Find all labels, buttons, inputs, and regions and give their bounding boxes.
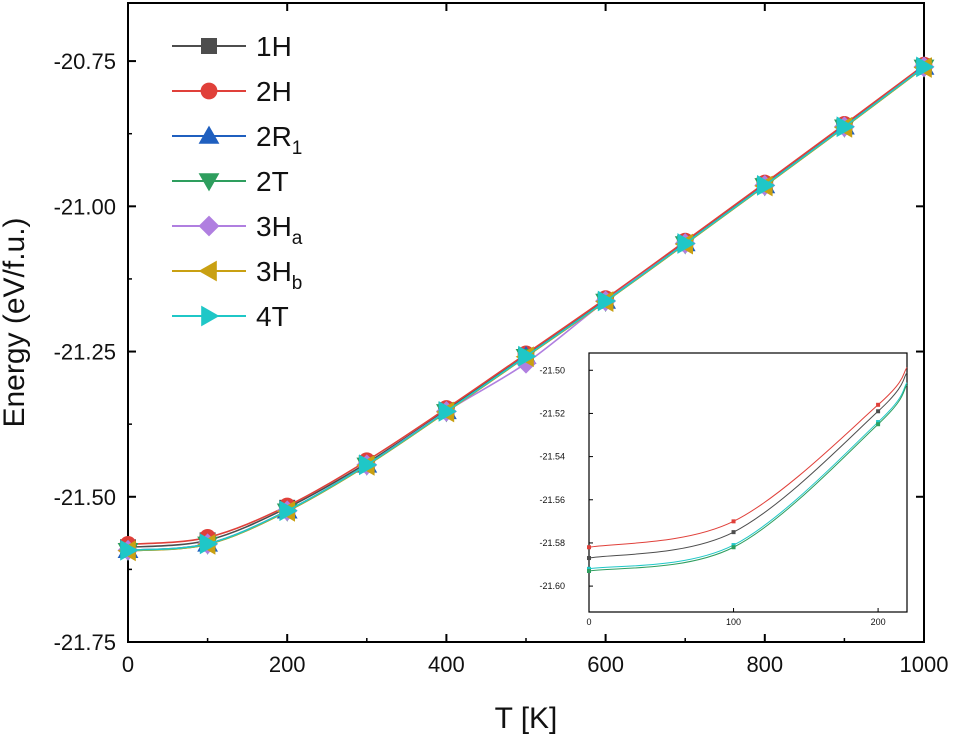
inset-series-1H: [587, 372, 908, 561]
legend-label-main: 3H: [256, 256, 292, 287]
inset-x-tick-label: 0: [586, 617, 591, 627]
legend-label-main: 4T: [256, 301, 289, 332]
legend-marker: [200, 82, 218, 100]
x-tick-label: 800: [746, 652, 783, 677]
legend-marker: [198, 125, 220, 144]
x-tick-label: 200: [269, 652, 306, 677]
data-point-4T: [677, 233, 696, 254]
inset-data-point-2T: [587, 568, 591, 573]
inset-series-4T: [587, 382, 908, 571]
legend-label-main: 3H: [256, 211, 292, 242]
legend-label: 3Hb: [256, 256, 302, 294]
inset-data-point-4T: [587, 566, 591, 571]
inset-series-2H: [587, 367, 908, 550]
legend-item-3Ha: 3Ha: [172, 211, 303, 249]
legend-item-2H: 2H: [172, 76, 292, 107]
inset-y-tick-label: -21.58: [539, 538, 565, 548]
y-axis-label: Energy (eV/f.u.): [0, 217, 31, 427]
legend-item-1H: 1H: [172, 31, 292, 62]
inset-data-point-1H: [731, 530, 736, 535]
legend-marker: [198, 215, 220, 237]
inset-chart: 0 100 200 -21.60 -21.58 -21.56 -21.54 -21.52 -21…: [539, 352, 908, 627]
y-tick-label: -21.50: [54, 485, 116, 510]
legend-label: 2H: [256, 76, 292, 107]
inset-series-line-4T: [588, 382, 908, 570]
inset-data-point-2H: [587, 545, 591, 550]
legend-label: 3Ha: [256, 211, 303, 249]
legend-label: 4T: [256, 301, 289, 332]
legend-label-sub: a: [292, 228, 303, 249]
inset-data-point-1H: [876, 409, 881, 414]
legend-label-sub: 1: [292, 138, 303, 159]
inset-frame: [588, 352, 908, 613]
data-point-4T: [199, 533, 218, 555]
x-tick-label: 400: [428, 652, 465, 677]
legend-label-main: 2T: [256, 166, 289, 197]
data-point-3Ha: [515, 352, 537, 374]
legend-label: 1H: [256, 31, 292, 62]
y-tick-label: -21.25: [54, 340, 116, 365]
inset-data-point-2T: [731, 545, 736, 550]
data-point-4T: [359, 454, 378, 476]
y-tick-label: -20.75: [54, 49, 116, 74]
inset-y-tick-label: -21.54: [539, 452, 565, 462]
inset-y-tick-label: -21.50: [539, 365, 565, 375]
data-point-4T: [597, 290, 616, 312]
inset-data-point-4T: [876, 420, 881, 425]
inset-data-point-2H: [876, 402, 881, 407]
legend-marker: [198, 173, 220, 192]
inset-data-point-2T: [876, 422, 881, 427]
inset-y-tick-label: -21.52: [539, 408, 565, 418]
inset-y-tick-label: -21.56: [539, 495, 565, 505]
legend-label: 2T: [256, 166, 289, 197]
data-point-4T: [279, 500, 298, 522]
inset-x-tick-label: 200: [871, 617, 886, 627]
legend-marker: [198, 260, 217, 282]
legend-marker: [201, 305, 220, 327]
inset-data-point-1H: [587, 556, 591, 561]
legend-label-main: 1H: [256, 31, 292, 62]
inset-y-tick-label: -21.60: [539, 581, 565, 591]
inset-data-point-4T: [731, 543, 736, 548]
inset-series-line-2T: [588, 384, 908, 572]
inset-series-2T: [587, 384, 908, 573]
data-point-4T: [518, 345, 537, 367]
legend-label: 2R1: [256, 121, 302, 159]
x-tick-label: 1000: [900, 652, 949, 677]
inset-series-line-1H: [588, 372, 908, 559]
inset-series-line-2H: [588, 367, 908, 548]
x-tick-label: 0: [122, 652, 134, 677]
legend-item-2R1: 2R1: [172, 121, 302, 159]
data-point-4T: [120, 539, 139, 561]
legend-marker: [201, 38, 217, 54]
y-axis: -21.75 -21.50 -21.25 -21.00 -20.75 Energy (eV…: [0, 49, 924, 655]
series-layer: [117, 56, 935, 562]
series-4T: [120, 56, 935, 561]
data-point-4T: [916, 56, 935, 78]
legend-item-3Hb: 3Hb: [172, 256, 302, 294]
y-tick-label: -21.00: [54, 194, 116, 219]
data-point-4T: [836, 116, 855, 138]
y-tick-label: -21.75: [54, 630, 116, 655]
legend-item-2T: 2T: [172, 166, 289, 197]
inset-x-tick-label: 100: [726, 617, 741, 627]
x-axis-label: T [K]: [495, 702, 558, 735]
legend-item-4T: 4T: [172, 301, 289, 332]
legend-label-main: 2R: [256, 121, 292, 152]
inset-data-point-2H: [731, 519, 736, 524]
x-tick-label: 600: [587, 652, 624, 677]
legend-label-main: 2H: [256, 76, 292, 107]
data-point-4T: [438, 400, 457, 422]
data-point-4T: [757, 175, 776, 196]
legend-label-sub: b: [292, 273, 303, 294]
